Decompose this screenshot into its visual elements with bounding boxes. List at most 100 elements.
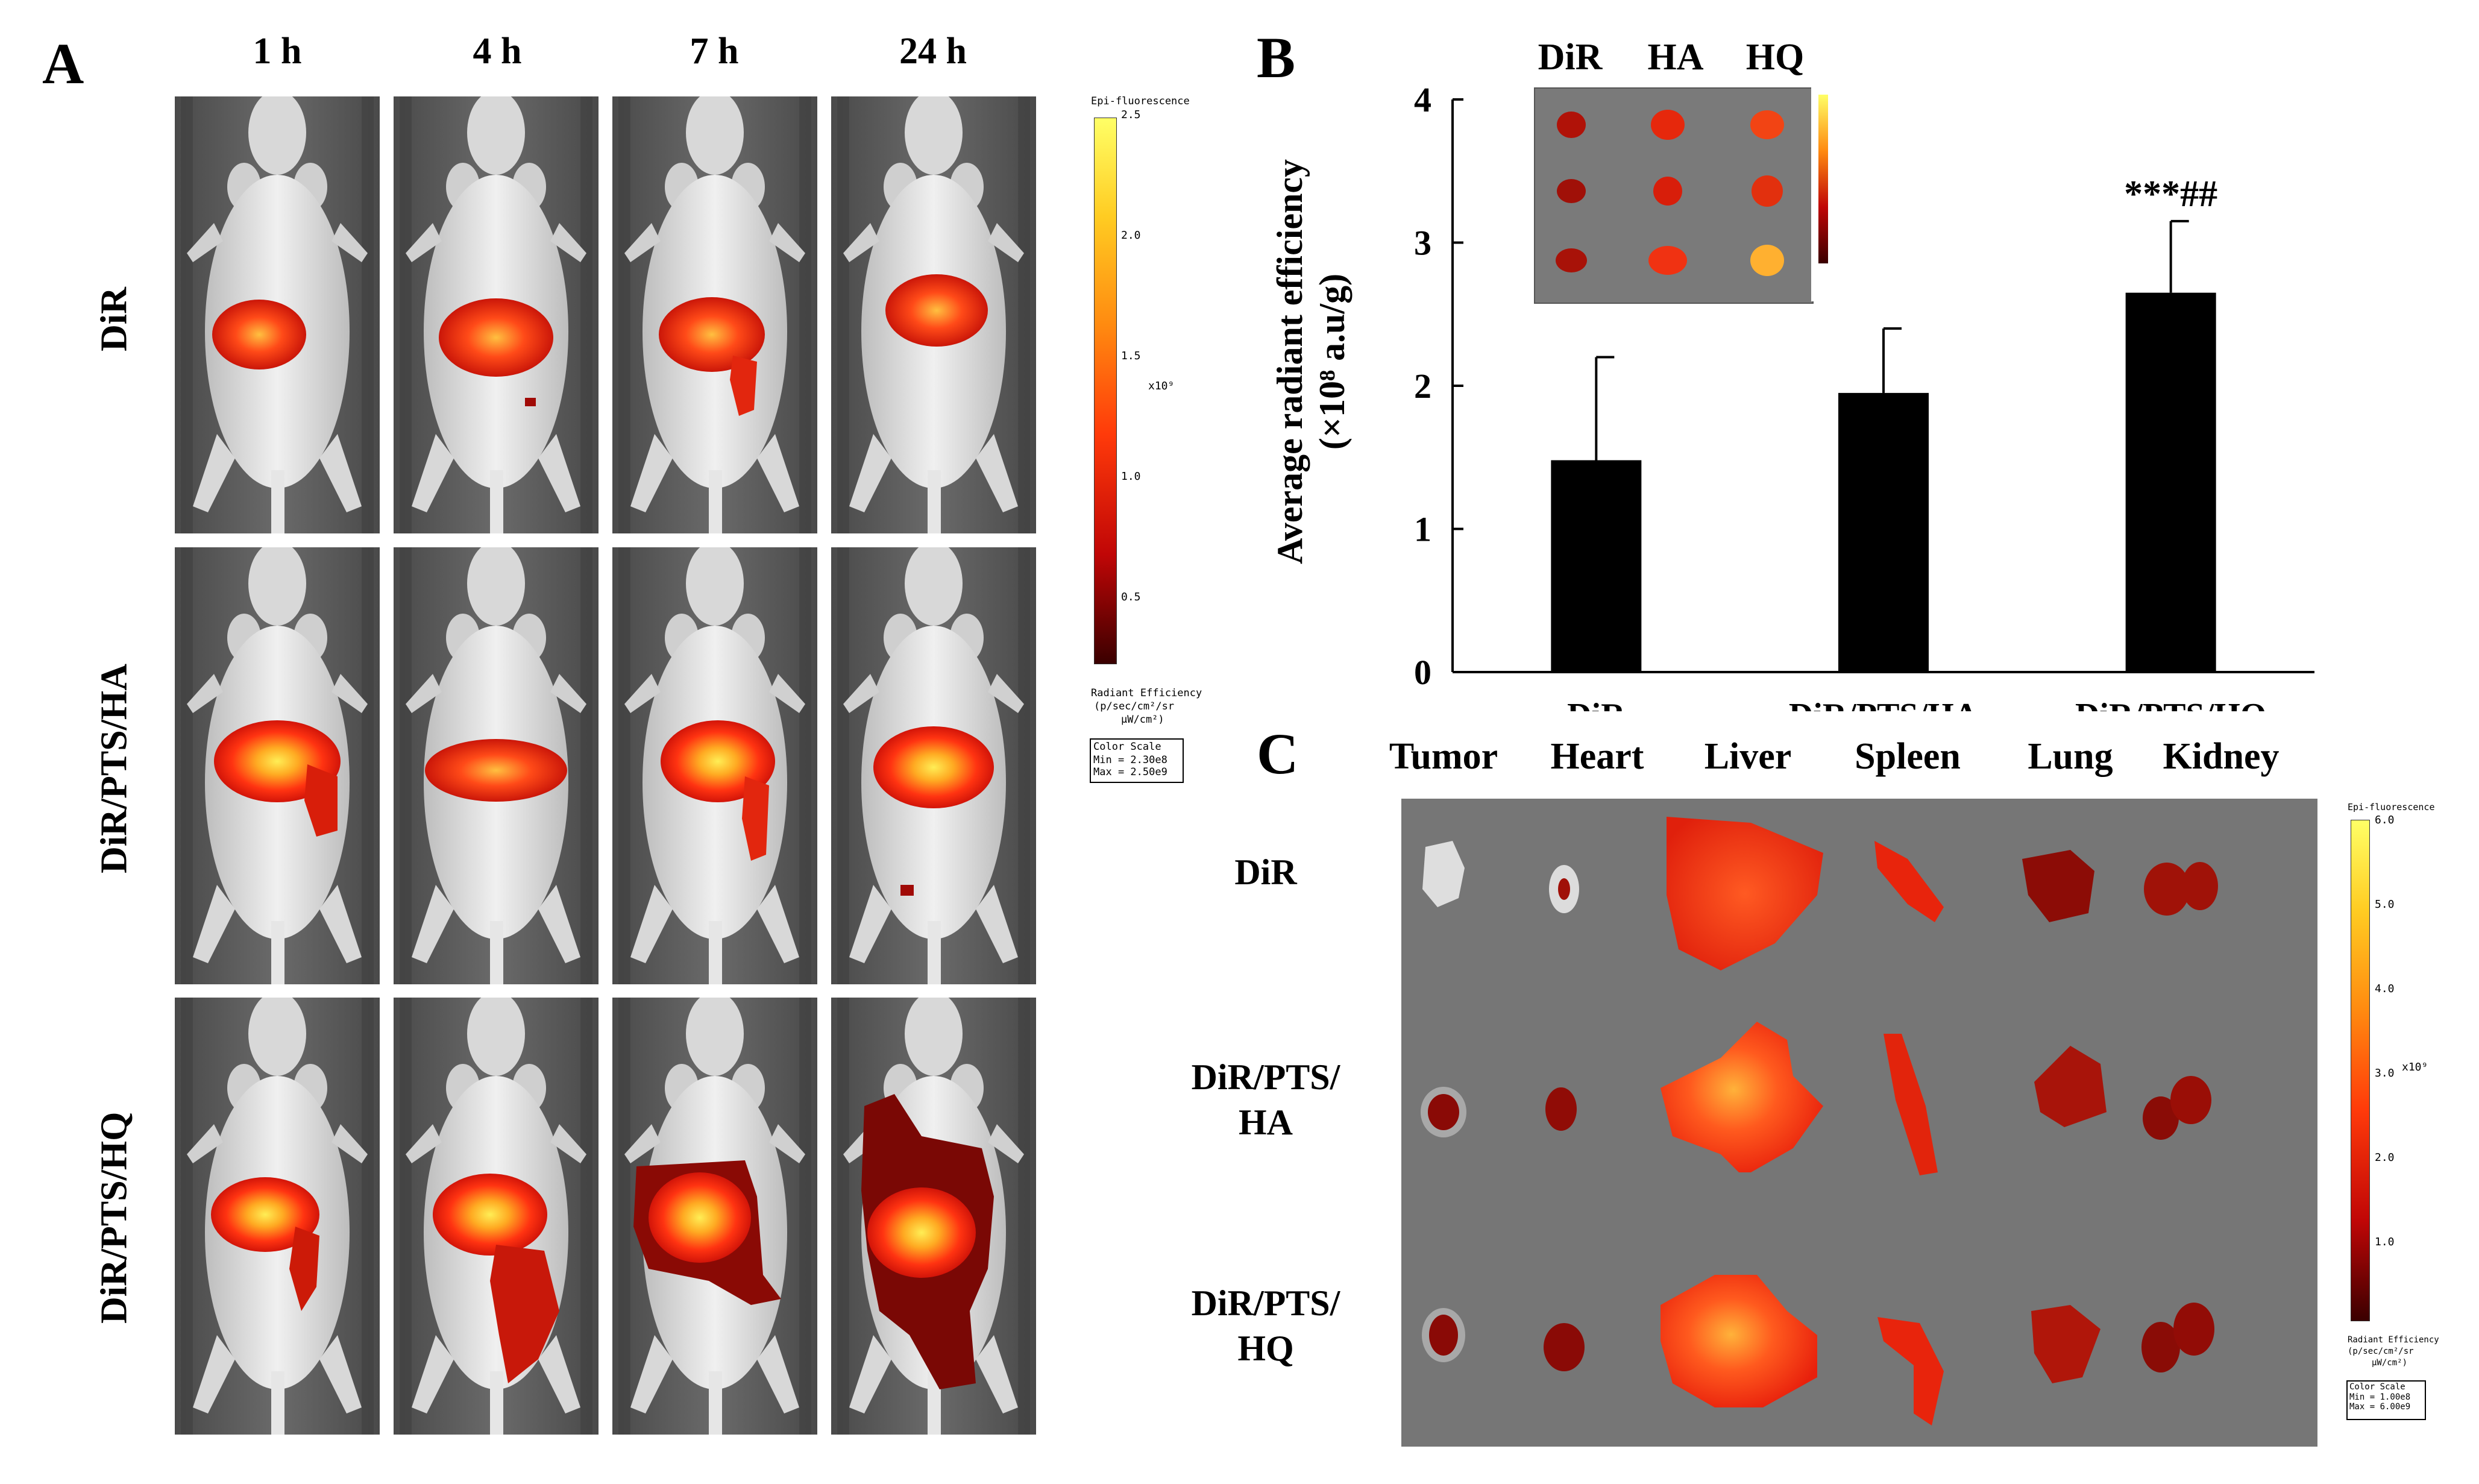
mouse-dir-pts-hq-4h (394, 992, 599, 1435)
row-label-dir-pts-hq: DiR/PTS/HQ (93, 1111, 135, 1324)
inset-tumor-hq (1750, 110, 1784, 276)
mouse-dir-pts-ha-4h (394, 541, 599, 984)
spleen-dir (1874, 841, 1944, 922)
inset-tumor-dir (1556, 112, 1587, 272)
scale-c-colorbar (2351, 820, 2370, 1321)
c-row-label-hq-line2: HQ (1237, 1328, 1294, 1368)
scale-a-multiplier: x10⁹ (1148, 380, 1175, 392)
liver-hq (1661, 1275, 1817, 1407)
scale-c-unit-line1: Radiant Efficiency (2348, 1335, 2439, 1345)
mouse-image-grid (175, 96, 1037, 1447)
scale-a-unit-line1: Radiant Efficiency (1091, 687, 1202, 699)
scale-c-tick: 2.0 (2375, 1151, 2395, 1164)
chart-xtick-labels: DiR DiR/PTS/HA DiR/PTS/HQ (1567, 697, 2266, 711)
organs-row-dir (1422, 817, 2218, 970)
organ-header-kidney: Kidney (2163, 736, 2279, 777)
inset-tumor-ha (1648, 110, 1687, 275)
y-tick-label: 2 (1414, 366, 1431, 406)
lung-hq (2031, 1305, 2100, 1383)
chart-bars (1551, 219, 2216, 672)
scale-c-box-title: Color Scale (2349, 1382, 2405, 1392)
inset-organ-image (1534, 87, 1814, 304)
chart-ylabel-line2: (×10⁸ a.u/g) (1312, 274, 1352, 450)
bar (1551, 460, 1642, 672)
row-label-dir-pts-ha: DiR/PTS/HA (93, 664, 135, 873)
scale-a-colorbar (1094, 118, 1117, 664)
inset-organ-thumbnails (1556, 110, 1784, 276)
scale-a-tick: 2.5 (1121, 108, 1141, 121)
inset-colorbar (1818, 95, 1828, 263)
c-row-label-dir: DiR (1163, 850, 1368, 895)
scale-a-tick: 2.0 (1121, 229, 1141, 242)
inset-label-hq: HQ (1745, 37, 1805, 78)
organ-header-lung: Lung (2028, 736, 2113, 777)
heart-hq (1544, 1323, 1585, 1371)
y-tick-label: 1 (1414, 510, 1431, 549)
mouse-dir-pts-hq-7h (612, 992, 817, 1435)
c-row-label-hq-line1: DiR/PTS/ (1191, 1283, 1340, 1323)
kidney-ha (2143, 1096, 2179, 1140)
mouse-dir-pts-hq-1h (175, 992, 380, 1435)
time-header-4h: 4 h (473, 31, 522, 72)
mouse-dir-pts-ha-7h (612, 541, 817, 984)
mouse-dir-pts-ha-1h (175, 541, 380, 984)
c-row-label-ha: DiR/PTS/ HA (1163, 1055, 1368, 1145)
scale-a-unit-line3: μW/cm²) (1121, 714, 1164, 726)
spleen-ha (1884, 1034, 1938, 1175)
scale-c-max: Max = 6.00e9 (2349, 1402, 2411, 1412)
kidney-hq (2141, 1322, 2180, 1372)
scale-c-tick: 3.0 (2375, 1067, 2395, 1080)
mouse-dir-1h (175, 96, 380, 533)
kidney-dir (2144, 863, 2190, 916)
scale-a-box-title: Color Scale (1093, 741, 1161, 753)
time-header-1h: 1 h (253, 31, 302, 72)
panel-b-letter: B (1257, 25, 1296, 90)
chart-ytick-labels: 0 1 2 3 4 (1414, 80, 1431, 692)
bar (2125, 292, 2216, 672)
liver-dir (1667, 817, 1823, 970)
y-tick-label: 0 (1414, 653, 1431, 692)
inset-label-dir: DiR (1538, 37, 1603, 78)
time-header-24h: 24 h (899, 31, 967, 72)
organ-header-heart: Heart (1550, 736, 1644, 777)
lung-ha (2034, 1046, 2107, 1127)
scale-c-title: Epi-fluorescence (2348, 802, 2435, 813)
scale-a-tick: 1.5 (1121, 350, 1141, 362)
c-row-label-dir-line1: DiR (1234, 852, 1297, 892)
c-row-label-ha-line1: DiR/PTS/ (1191, 1057, 1340, 1097)
row-label-dir: DiR (93, 287, 135, 352)
spleen-hq (1877, 1317, 1944, 1426)
organ-header-tumor: Tumor (1389, 736, 1498, 777)
inset-color-scale (1811, 87, 1877, 301)
significance-marker: ***## (2124, 174, 2217, 215)
ex-vivo-organ-image (1401, 799, 2317, 1447)
organ-header-liver: Liver (1704, 736, 1792, 777)
liver-ha (1661, 1022, 1823, 1172)
organs-row-hq (1422, 1275, 2214, 1426)
mouse-dir-pts-ha-24h (831, 541, 1036, 984)
x-tick-label: DiR/PTS/HA (1789, 697, 1979, 711)
y-tick-label: 3 (1414, 224, 1431, 263)
c-row-label-ha-line2: HA (1239, 1102, 1293, 1142)
time-header-7h: 7 h (690, 31, 739, 72)
scale-c-tick: 6.0 (2375, 814, 2395, 826)
scale-a-title: Epi-fluorescence (1091, 95, 1190, 107)
scale-a-tick: 1.0 (1121, 470, 1141, 483)
organs-row-ha (1421, 1022, 2211, 1175)
bar (1838, 392, 1929, 672)
mouse-dir-4h (394, 96, 599, 533)
lung-dir (2022, 850, 2094, 922)
scale-c-unit-line3: μW/cm²) (2372, 1358, 2408, 1368)
chart-ylabel-line1: Average radiant efficiency (1270, 159, 1310, 564)
x-tick-label: DiR (1567, 697, 1626, 711)
scale-a-range-box: Color Scale Min = 2.30e8 Max = 2.50e9 (1090, 738, 1184, 783)
x-tick-label: DiR/PTS/HQ (2075, 697, 2266, 711)
y-tick-label: 4 (1414, 80, 1431, 119)
tumor-dir (1422, 841, 1465, 907)
scale-c-tick: 5.0 (2375, 898, 2395, 911)
scale-a-tick: 0.5 (1121, 591, 1141, 603)
scale-c-tick: 1.0 (2375, 1236, 2395, 1248)
inset-label-ha: HA (1647, 37, 1704, 78)
mouse-dir-24h (831, 96, 1036, 533)
panel-c-letter: C (1257, 722, 1299, 786)
